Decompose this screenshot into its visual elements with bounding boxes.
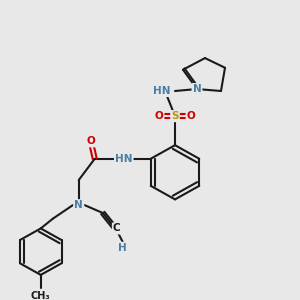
Text: H: H bbox=[118, 243, 127, 253]
Text: HN: HN bbox=[115, 154, 133, 164]
Text: O: O bbox=[86, 136, 95, 146]
Text: S: S bbox=[171, 111, 179, 121]
Text: CH₃: CH₃ bbox=[31, 291, 51, 300]
Text: HN: HN bbox=[153, 86, 171, 96]
Text: N: N bbox=[74, 200, 83, 210]
Text: N: N bbox=[193, 84, 201, 94]
Text: O: O bbox=[154, 111, 164, 121]
Text: C: C bbox=[113, 224, 121, 233]
Text: O: O bbox=[187, 111, 195, 121]
